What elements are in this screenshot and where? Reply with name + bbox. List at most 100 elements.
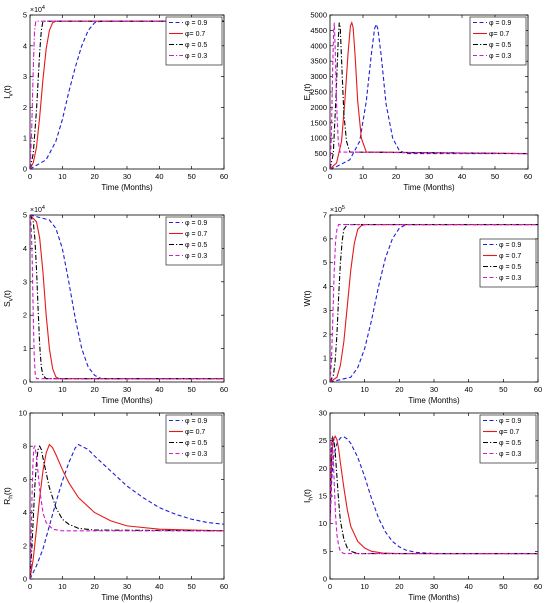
y-tick-label: 1000: [310, 134, 327, 143]
legend-box: [479, 414, 537, 464]
x-tick-label: 0: [328, 385, 332, 394]
x-tick-label: 0: [28, 385, 32, 394]
y-axis-label: Sv(t): [2, 290, 15, 307]
y-tick-label: 1: [323, 354, 327, 363]
series-line-0: [30, 443, 224, 579]
x-tick-label: 20: [395, 582, 403, 591]
legend-box: [165, 216, 223, 266]
legend-label: φ = 0.9: [185, 20, 207, 27]
x-axis-label: Time (Months): [408, 396, 460, 405]
y-tick-label: 4500: [310, 26, 327, 35]
y-tick-label: 5000: [310, 11, 327, 20]
legend-label: φ = 0.5: [185, 242, 207, 249]
x-axis-label: Time (Months): [403, 183, 455, 192]
series-line-0: [330, 22, 528, 169]
x-tick-label: 10: [360, 385, 368, 394]
legend-label: φ = 0.5: [185, 42, 207, 49]
series-line-2: [330, 223, 538, 382]
x-tick-label: 50: [491, 172, 499, 181]
series-line-3: [330, 223, 538, 382]
series-line-3: [30, 215, 224, 380]
x-tick-label: 10: [359, 172, 367, 181]
legend-box: [469, 16, 527, 66]
panel-W: 0 10 20 30 40 50 60 0 1 2 3 4 5 6 7 ×105 Time (Months) W(…: [302, 205, 542, 405]
y-tick-label: 1: [23, 134, 27, 143]
y-tick-label: 25: [319, 436, 327, 445]
series-line-3: [30, 444, 224, 579]
y-axis-label: Ih(t): [302, 489, 315, 503]
x-axis-label: Time (Months): [101, 396, 153, 405]
x-tick-label: 20: [392, 172, 400, 181]
y-exponent-label: ×104: [30, 5, 45, 14]
legend-label: φ = 0.9: [499, 418, 521, 425]
x-tick-label: 40: [458, 172, 466, 181]
y-tick-label: 3000: [310, 72, 327, 81]
x-tick-label: 50: [499, 385, 507, 394]
y-tick-label: 6: [23, 475, 27, 484]
y-tick-label: 5: [23, 11, 27, 20]
legend-box: [479, 238, 537, 288]
y-tick-label: 30: [319, 409, 327, 418]
y-tick-label: 0: [23, 165, 27, 174]
y-tick-label: 4000: [310, 41, 327, 50]
y-tick-label: 10: [319, 519, 327, 528]
x-tick-label: 50: [187, 172, 195, 181]
y-tick-label: 1: [23, 344, 27, 353]
legend-box: [165, 16, 223, 66]
y-tick-label: 0: [323, 575, 327, 584]
legend-label: φ = 0.9: [185, 418, 207, 425]
series-line-1: [30, 20, 224, 169]
series-line-2: [30, 444, 224, 579]
legend-label: φ = 0.3: [489, 53, 511, 60]
legend-label: φ = 0.5: [185, 440, 207, 447]
y-tick-label: 500: [314, 149, 327, 158]
x-axis-label: Time (Months): [101, 183, 153, 192]
legend-label: φ = 0.5: [499, 264, 521, 271]
x-tick-label: 10: [58, 385, 66, 394]
legend-label: φ = 0.9: [489, 20, 511, 27]
series-line-2: [330, 22, 528, 169]
y-tick-label: 0: [323, 165, 327, 174]
panel-I_v: 0 10 20 30 40 50 60 0 1 2 3 4 5 ×104 Time (Months) Iv(t…: [2, 5, 228, 192]
x-tick-label: 30: [430, 582, 438, 591]
y-exponent-label: ×104: [30, 205, 45, 214]
series-line-3: [330, 437, 538, 555]
x-tick-label: 10: [58, 172, 66, 181]
legend-label: φ = 0.5: [499, 440, 521, 447]
series-line-2: [30, 215, 224, 380]
x-tick-label: 40: [464, 582, 472, 591]
y-tick-label: 2000: [310, 103, 327, 112]
y-tick-label: 2: [323, 330, 327, 339]
y-tick-label: 10: [19, 409, 27, 418]
x-tick-label: 60: [220, 385, 228, 394]
x-tick-label: 20: [90, 385, 98, 394]
panel-R_h: 0 10 20 30 40 50 60 0 2 4 6 8 10 Time (Months) Rh(t) φ …: [2, 409, 228, 603]
panel-I_h: 0 10 20 30 40 50 60 0 5 10 15 20 25 30 Time (Months) Ih…: [302, 409, 542, 603]
y-tick-label: 6: [323, 234, 327, 243]
y-tick-label: 4: [23, 508, 27, 517]
y-tick-label: 5: [23, 211, 27, 220]
legend-label: φ = 0.3: [185, 451, 207, 458]
x-tick-label: 0: [28, 582, 32, 591]
x-tick-label: 30: [425, 172, 433, 181]
legend-label: φ= 0.7: [489, 31, 509, 38]
x-tick-label: 0: [328, 582, 332, 591]
legend-label: φ= 0.7: [185, 31, 205, 38]
y-tick-label: 0: [23, 378, 27, 387]
legend-label: φ= 0.7: [499, 429, 519, 436]
x-axis-label: Time (Months): [408, 593, 460, 602]
y-tick-label: 5: [323, 258, 327, 267]
legend-label: φ = 0.7: [499, 253, 521, 260]
y-axis-label: Rh(t): [2, 487, 15, 505]
series-line-1: [330, 21, 528, 169]
y-tick-label: 3500: [310, 57, 327, 66]
legend-label: φ = 0.3: [499, 451, 521, 458]
y-tick-label: 3: [23, 72, 27, 81]
x-tick-label: 40: [155, 385, 163, 394]
x-tick-label: 60: [534, 385, 542, 394]
x-tick-label: 30: [123, 172, 131, 181]
series-line-1: [30, 215, 224, 380]
x-tick-label: 20: [90, 172, 98, 181]
y-tick-label: 0: [23, 575, 27, 584]
